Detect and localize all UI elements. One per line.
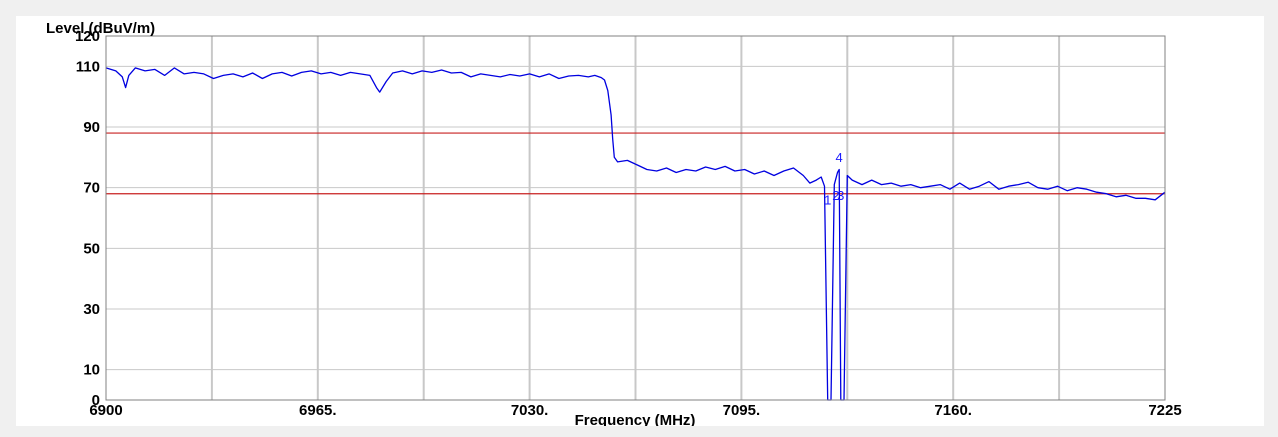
x-tick-label: 7225 <box>1148 402 1181 419</box>
marker-label: 2 <box>832 188 839 203</box>
marker-label: 1 <box>824 192 831 207</box>
spectrum-chart: 1 23 4 0 10 30 50 70 90 110 120 6900 6965. 7030. 7095… <box>46 20 1182 426</box>
y-tick-label: 120 <box>75 28 100 45</box>
markers: 1 23 4 <box>824 150 844 207</box>
y-tick-label: 70 <box>83 180 100 197</box>
limit-lines <box>106 132 1165 195</box>
x-axis-label: Frequency (MHz) <box>575 412 696 426</box>
y-tick-label: 0 <box>92 392 100 409</box>
tick-labels: 0 10 30 50 70 90 110 120 6900 6965. 7030. 7095. 7160… <box>75 28 1182 419</box>
y-tick-label: 50 <box>83 240 100 257</box>
y-axis-label: Level (dBuV/m) <box>46 20 155 37</box>
plot-frame <box>105 35 1166 401</box>
series-layer <box>105 67 1166 401</box>
y-tick-label: 90 <box>83 119 100 136</box>
level-trace <box>105 67 1166 401</box>
marker-label: 4 <box>836 150 843 165</box>
y-tick-label: 30 <box>83 301 100 318</box>
x-tick-label: 7030. <box>511 402 549 419</box>
x-tick-label: 7160. <box>934 402 972 419</box>
marker-label: 3 <box>837 188 844 203</box>
x-tick-label: 7095. <box>723 402 761 419</box>
grid <box>106 36 1165 400</box>
x-tick-label: 6900 <box>89 402 122 419</box>
y-tick-label: 110 <box>76 58 100 75</box>
y-tick-label: 10 <box>83 362 100 379</box>
x-tick-label: 6965. <box>299 402 337 419</box>
